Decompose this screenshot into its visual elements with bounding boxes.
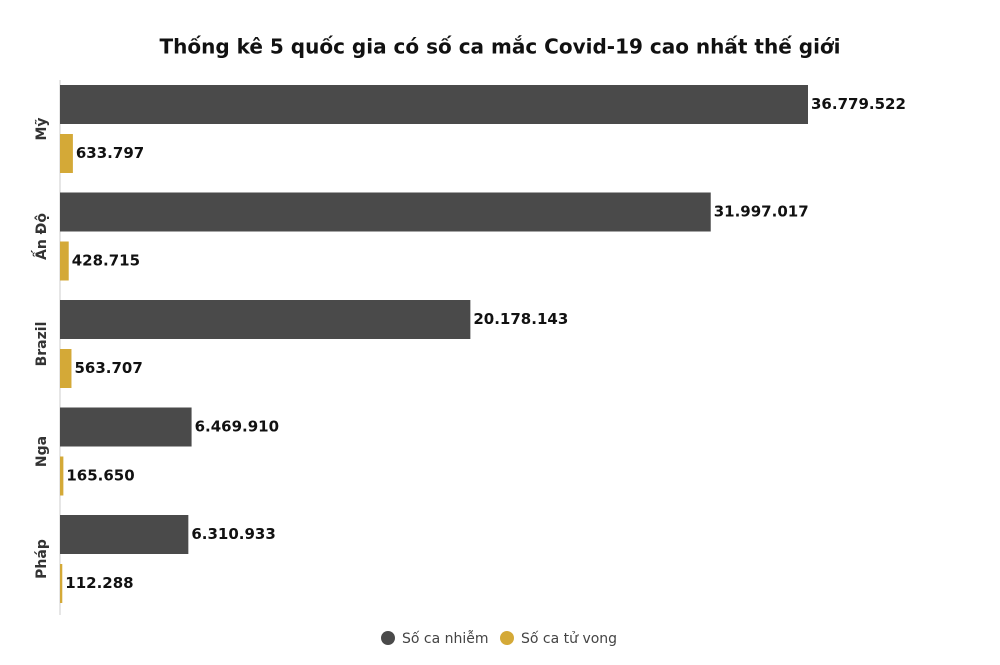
category-label: Nga xyxy=(34,436,50,467)
legend-marker xyxy=(381,631,395,645)
category-label: Brazil xyxy=(34,322,50,367)
bar xyxy=(60,192,711,232)
value-label: 165.650 xyxy=(66,467,134,485)
value-label: 633.797 xyxy=(76,144,144,162)
legend-label: Số ca tử vong xyxy=(521,630,617,647)
bar xyxy=(60,515,189,554)
bar xyxy=(60,134,73,173)
category-label: Ấn Độ xyxy=(30,213,50,260)
value-label: 36.779.522 xyxy=(811,95,906,113)
value-label: 31.997.017 xyxy=(714,203,809,221)
chart-title: Thống kê 5 quốc gia có số ca mắc Covid-1… xyxy=(159,35,840,59)
category-label: Mỹ xyxy=(34,117,50,140)
bar xyxy=(60,407,192,447)
value-label: 112.288 xyxy=(65,574,133,592)
value-label: 6.469.910 xyxy=(195,418,279,436)
legend-marker xyxy=(500,631,514,645)
bar xyxy=(60,564,63,603)
value-label: 20.178.143 xyxy=(473,310,568,328)
legend-label: Số ca nhiễm xyxy=(402,630,489,647)
value-label: 6.310.933 xyxy=(191,525,275,543)
bar xyxy=(60,241,69,281)
value-label: 563.707 xyxy=(74,359,142,377)
bar xyxy=(60,85,808,124)
bar xyxy=(60,300,471,339)
bar xyxy=(60,349,72,388)
value-label: 428.715 xyxy=(72,252,140,270)
category-label: Pháp xyxy=(34,539,50,579)
bar xyxy=(60,456,64,496)
